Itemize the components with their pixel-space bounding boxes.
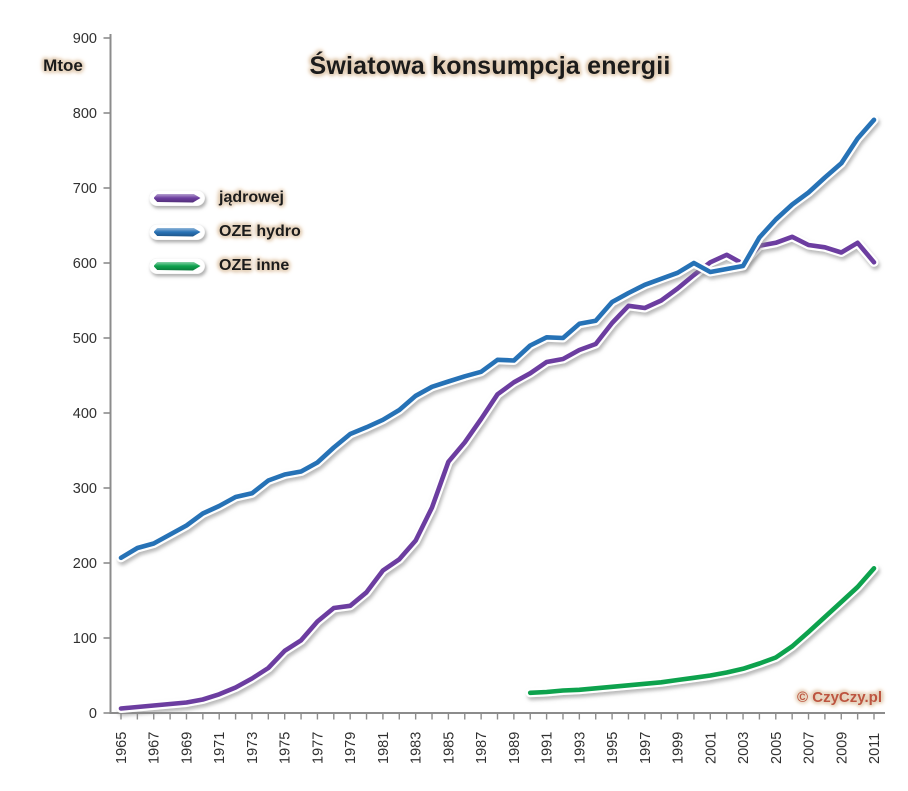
y-axis-unit-label: Mtoe [43, 56, 83, 75]
y-tick-label: 600 [73, 256, 97, 272]
x-tick-label: 1975 [278, 732, 294, 764]
y-tick-label: 100 [73, 631, 97, 647]
series-halo [116, 232, 879, 713]
legend-item-oze-inne: OZE inne [149, 254, 301, 278]
legend-line-icon [153, 261, 201, 271]
x-tick-label: 1965 [114, 732, 130, 764]
x-tick-label: 1995 [605, 732, 621, 764]
legend-line-icon [153, 227, 201, 237]
x-tick-label: 1969 [179, 732, 195, 764]
x-tick-label: 1981 [376, 732, 392, 764]
x-ticks: 1965 1967 1969 1971 1973 1975 1977 1979 1981 1983… [114, 713, 883, 764]
x-tick-label: 2001 [703, 732, 719, 764]
legend-label: OZE hydro [219, 223, 301, 240]
legend-item-oze-hydro: OZE hydro [149, 220, 301, 244]
y-tick-label: 200 [73, 556, 97, 572]
x-tick-label: 1977 [310, 732, 326, 764]
series-line [527, 565, 877, 696]
legend-swatch-capsule [149, 190, 205, 206]
x-tick-label: 1967 [147, 732, 163, 764]
x-tick-label: 1971 [212, 732, 228, 764]
x-tick-label: 1987 [474, 732, 490, 764]
y-tick-label: 900 [73, 31, 97, 47]
x-tick-label: 2011 [867, 733, 883, 764]
x-tick-label: 1997 [638, 732, 654, 764]
series-jądrowej [116, 232, 879, 713]
series-line [118, 117, 877, 561]
y-tick-label: 700 [73, 181, 97, 197]
legend-line-icon [153, 193, 201, 203]
y-tick-label: 400 [73, 406, 97, 422]
series-line [118, 234, 877, 711]
legend-swatch-capsule [149, 258, 205, 274]
series-oze-hydro [116, 115, 879, 563]
x-tick-label: 1993 [572, 732, 588, 764]
legend-item-jądrowej: jądrowej [149, 186, 301, 210]
axes [109, 34, 885, 714]
x-tick-label: 1983 [409, 732, 425, 764]
x-tick-label: 1985 [441, 732, 457, 764]
y-tick-label: 500 [73, 331, 97, 347]
x-tick-label: 1979 [343, 732, 359, 764]
legend-label: OZE inne [219, 257, 290, 274]
x-tick-label: 1991 [540, 732, 556, 764]
y-tick-label: 800 [73, 106, 97, 122]
x-tick-label: 2003 [736, 732, 752, 764]
x-tick-label: 2007 [802, 732, 818, 764]
chart-title: Światowa konsumpcja energii [309, 52, 671, 80]
series-oze-inne [525, 563, 879, 698]
series-halo [525, 563, 879, 698]
legend: jądrowej OZE hydro OZE inne [149, 186, 301, 288]
x-tick-label: 2009 [834, 732, 850, 764]
x-tick-label: 1989 [507, 732, 523, 764]
legend-swatch-capsule [149, 224, 205, 240]
x-tick-label: 2005 [769, 732, 785, 764]
legend-label: jądrowej [219, 189, 284, 206]
watermark: © CzyCzy.pl [797, 689, 882, 706]
y-tick-label: 300 [73, 481, 97, 497]
x-tick-label: 1973 [245, 732, 261, 764]
y-tick-label: 0 [89, 706, 97, 722]
x-tick-label: 1999 [671, 732, 687, 764]
y-ticks: 0 100 200 300 400 500 600 700 800 900 [73, 31, 111, 722]
